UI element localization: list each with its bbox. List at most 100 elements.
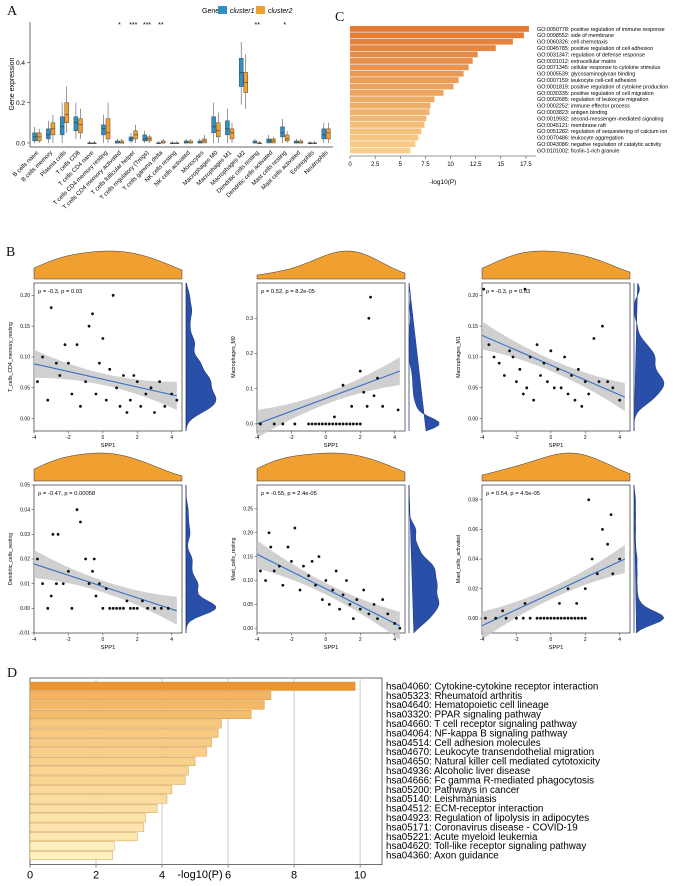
kegg-bar <box>29 822 145 832</box>
y-tick-label: 0.1 <box>246 386 253 392</box>
x-tick-label: 8 <box>291 870 297 882</box>
data-point <box>149 386 153 390</box>
regression-line <box>481 334 626 398</box>
data-point <box>307 574 311 578</box>
scatter-plot: ρ = 0.54, p = 4.5e-05 -4 -2 0 2 4 0.00 0.02 0.04… <box>456 452 665 651</box>
data-point <box>566 392 570 396</box>
significance-mark: * <box>283 22 286 29</box>
y-tick-label: 0.02 <box>20 557 30 563</box>
data-point <box>528 616 532 620</box>
kegg-pathway-label: hsa04620: Toll-like receptor signaling p… <box>386 841 586 852</box>
data-point <box>87 324 91 328</box>
correlation-annotation: ρ = -0.3, p = 0.03 <box>38 289 82 295</box>
box <box>46 128 51 140</box>
kegg-bar <box>29 747 207 757</box>
data-point <box>580 616 584 620</box>
data-point <box>618 398 622 402</box>
data-point <box>535 616 539 620</box>
box <box>105 118 111 140</box>
data-point <box>272 422 276 426</box>
box <box>252 140 258 144</box>
go-bars: GO:0050778: positive regulation of immun… <box>348 26 668 168</box>
boxplot-panel-a: Gene cluster1 cluster2 0.00.20.4B cells … <box>9 6 333 211</box>
box <box>321 128 327 140</box>
data-point <box>67 569 70 573</box>
data-point <box>92 557 96 561</box>
x-tick-label: 2 <box>359 637 362 643</box>
data-point <box>367 612 371 616</box>
data-point <box>587 498 591 502</box>
significance-mark: ** <box>158 22 164 29</box>
data-point <box>84 380 88 384</box>
data-point <box>492 355 496 359</box>
legend-label-cluster2: cluster2 <box>268 8 293 15</box>
box <box>225 120 230 136</box>
data-point <box>36 557 39 561</box>
data-point <box>317 422 321 426</box>
y-tick-label: 0.05 <box>468 386 478 392</box>
data-point <box>327 422 331 426</box>
data-point <box>592 337 596 340</box>
go-term-label: GO:0002685: regulation of leukocyte migr… <box>537 97 648 103</box>
data-point <box>293 422 297 426</box>
kegg-bar <box>29 832 138 842</box>
data-point <box>381 404 385 408</box>
data-point <box>324 579 328 582</box>
kegg-bar <box>29 710 252 719</box>
marginal-density-top <box>256 250 406 280</box>
x-tick-label: -4 <box>480 435 485 441</box>
data-point <box>556 367 560 371</box>
go-bar <box>350 77 459 83</box>
box <box>229 128 235 140</box>
data-point <box>334 422 338 426</box>
data-point <box>367 316 371 320</box>
y-axis-label: Macrophages_M0 <box>231 336 237 378</box>
data-point <box>84 557 88 561</box>
marginal-density-right <box>185 484 217 634</box>
x-tick-label: 4 <box>170 637 173 643</box>
y-tick-label: 0.3 <box>246 316 253 322</box>
data-point <box>341 383 345 387</box>
kegg-pathway-label: hsa04923: Regulation of lipolysis in adi… <box>386 813 589 824</box>
x-tick-label: 0 <box>101 637 104 643</box>
x-axis-label: -log10(P) <box>430 179 457 186</box>
kegg-pathway-label: hsa04064: NF-kappa B signaling pathway <box>386 728 567 739</box>
data-point <box>502 374 506 377</box>
kegg-bar <box>29 700 265 710</box>
go-bar <box>350 83 454 90</box>
go-bar <box>350 58 473 64</box>
y-tick-label: 0.05 <box>20 386 30 392</box>
data-point <box>101 606 105 610</box>
data-point <box>482 287 486 291</box>
x-tick-label: 0 <box>324 637 327 643</box>
go-bar <box>350 141 416 147</box>
data-point <box>539 616 542 620</box>
x-tick-label: -2 <box>66 637 71 643</box>
data-point <box>376 617 379 621</box>
x-tick-label: -2 <box>514 435 519 441</box>
data-point <box>70 606 74 610</box>
data-point <box>587 392 591 396</box>
kegg-bar <box>29 766 189 776</box>
data-point <box>125 411 129 414</box>
go-term-label: GO:0051282: regulation of sequestering o… <box>537 129 667 135</box>
data-point <box>101 337 105 340</box>
data-point <box>104 587 108 590</box>
y-tick-label: 0.4 <box>16 60 25 67</box>
scatter-plot: ρ = -0.55, p = 2.4e-05 -4 -2 0 2 4 0.00 0.05 0.1… <box>231 452 440 651</box>
go-term-label: GO:0098552: side of membrane <box>537 33 614 39</box>
data-point <box>523 287 527 291</box>
data-point <box>338 607 342 611</box>
panel-label-d: D <box>7 666 18 681</box>
data-point <box>611 572 615 576</box>
data-point <box>348 602 352 606</box>
data-point <box>118 606 122 610</box>
kegg-pathway-label: hsa04936: Alcoholic liver disease <box>386 766 531 777</box>
y-tick-label: 0.03 <box>20 532 30 538</box>
y-tick-label: 0.00 <box>243 626 253 632</box>
x-tick-label: 2 <box>584 637 587 643</box>
kegg-bar <box>29 691 272 701</box>
data-point <box>552 616 556 620</box>
go-term-label: GO:0005539: glycosaminoglycan binding <box>537 72 635 78</box>
